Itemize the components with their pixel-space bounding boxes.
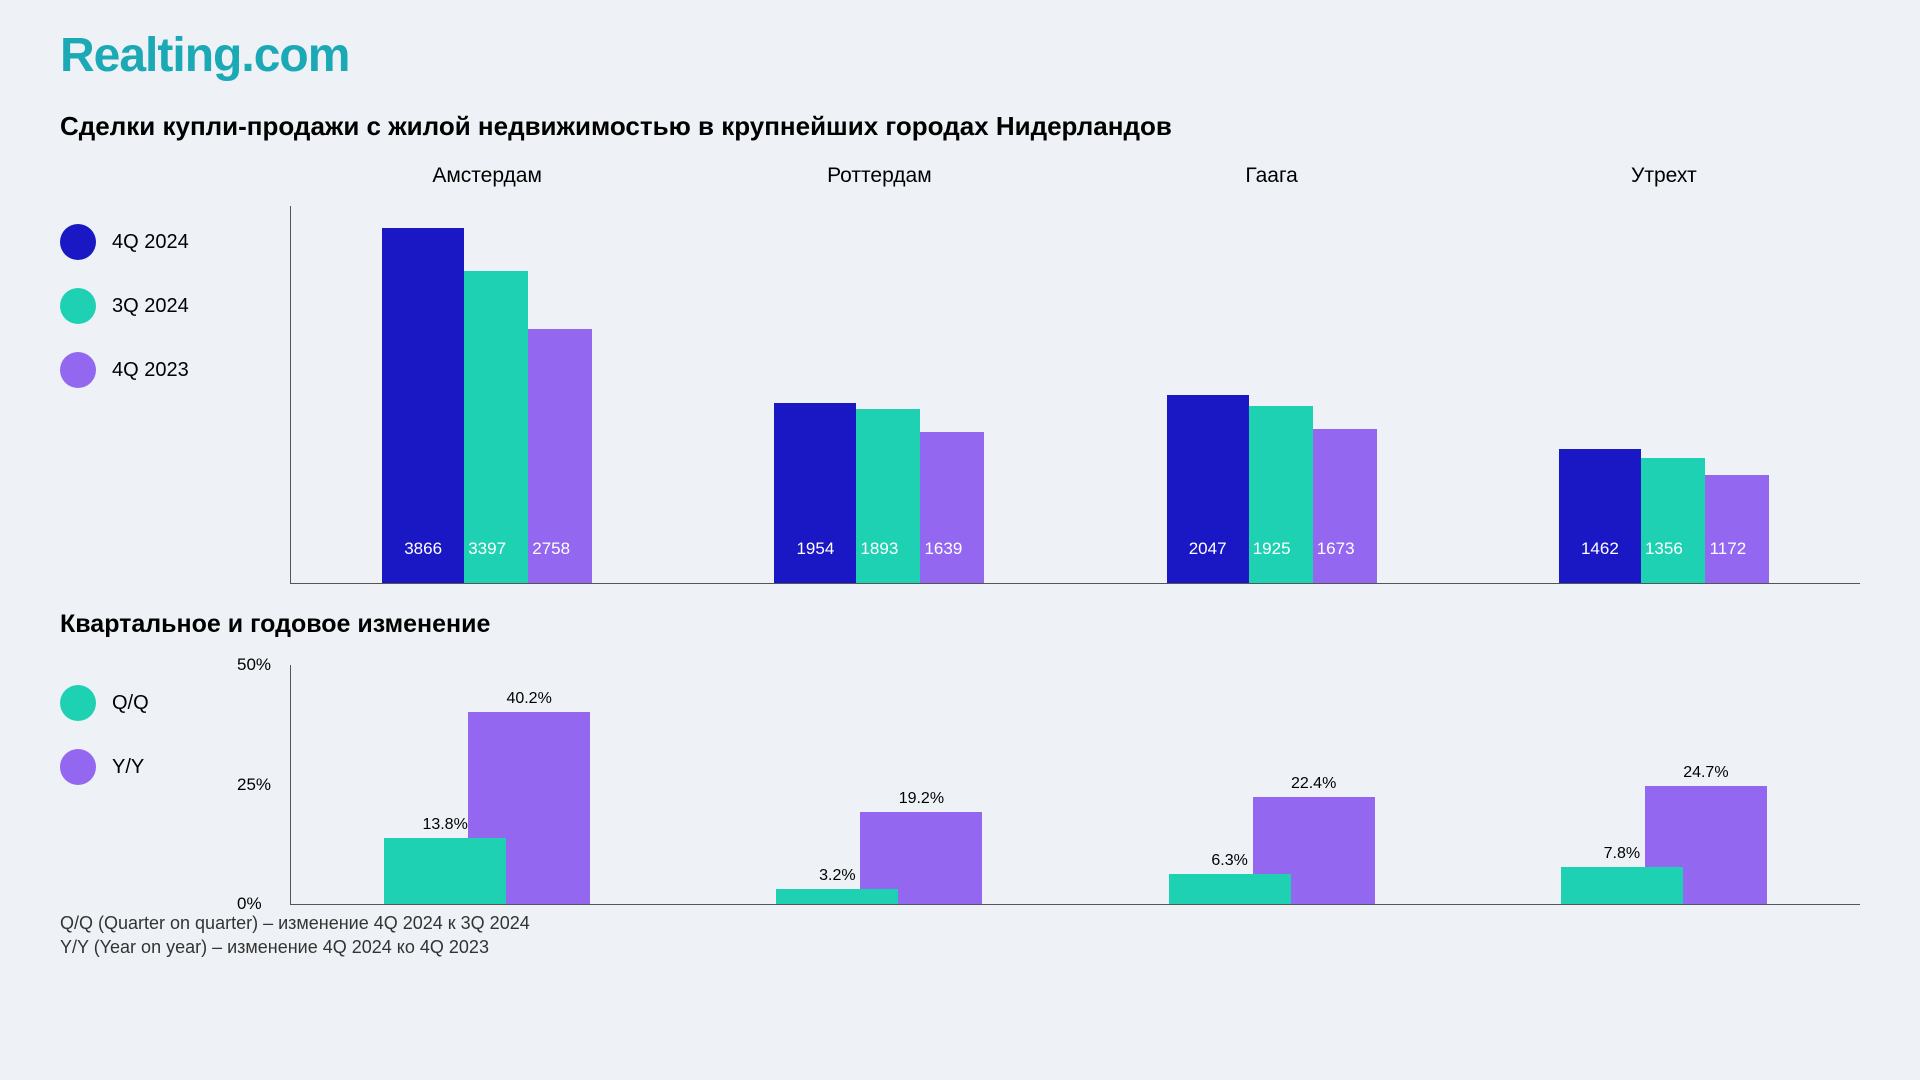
legend-swatch — [60, 288, 96, 324]
bar-value: 22.4% — [1253, 775, 1375, 793]
bar-cluster: 13.8% 40.2% — [291, 665, 683, 904]
chart2-plot: 0%25%50%13.8%40.2%3.2%19.2%6.3%22.4%7.8%… — [290, 665, 1860, 905]
legend-label: 4Q 2023 — [112, 359, 189, 382]
chart1-group: Гаага204719251673 — [1076, 206, 1468, 583]
chart1-plot: Амстердам386633972758Роттердам1954189316… — [290, 206, 1860, 584]
bar-cluster: 7.8% 24.7% — [1468, 665, 1860, 904]
bar-cluster: 3.2% 19.2% — [683, 665, 1075, 904]
bar-value: 1462 — [1559, 539, 1641, 559]
bar: 3866 — [382, 228, 464, 583]
chart1-title: Сделки купли-продажи с жилой недвижимост… — [60, 111, 1860, 142]
legend-item: 4Q 2024 — [60, 224, 290, 260]
group-title: Гаага — [1076, 164, 1468, 188]
page: Realting.com Сделки купли-продажи с жило… — [0, 0, 1920, 970]
bar: 2047 — [1167, 395, 1249, 583]
legend-label: 3Q 2024 — [112, 295, 189, 318]
bar-value: 40.2% — [468, 690, 590, 708]
bar-cluster: 204719251673 — [1076, 206, 1468, 583]
chart1-group: Утрехт146213561172 — [1468, 206, 1860, 583]
footnote-line: Y/Y (Year on year) – изменение 4Q 2024 к… — [60, 935, 1860, 959]
bar-value: 24.7% — [1645, 764, 1767, 782]
chart2-area: 0%25%50%13.8%40.2%3.2%19.2%6.3%22.4%7.8%… — [290, 645, 1860, 905]
bar-value: 3866 — [382, 539, 464, 559]
bar: 1954 — [774, 403, 856, 583]
y-tick: 25% — [237, 775, 271, 795]
legend-swatch — [60, 224, 96, 260]
legend-item: 4Q 2023 — [60, 352, 290, 388]
bar-value: 7.8% — [1561, 845, 1683, 863]
chart2-title: Квартальное и годовое изменение — [60, 610, 1860, 639]
y-tick: 0% — [237, 894, 262, 914]
chart2-group: 6.3% 22.4% — [1076, 665, 1468, 904]
bar-cluster: 146213561172 — [1468, 206, 1860, 583]
chart1-legend: 4Q 2024 3Q 2024 4Q 2023 — [60, 164, 290, 416]
legend-label: Y/Y — [112, 756, 144, 779]
chart2-row: Q/QY/Y 0%25%50%13.8%40.2%3.2%19.2%6.3%22… — [60, 645, 1860, 905]
bar: 3.2% — [776, 889, 898, 904]
footnote-line: Q/Q (Quarter on quarter) – изменение 4Q … — [60, 911, 1860, 935]
group-title: Утрехт — [1468, 164, 1860, 188]
bar: 13.8% — [384, 838, 506, 904]
legend-item: 3Q 2024 — [60, 288, 290, 324]
bar-value: 2047 — [1167, 539, 1249, 559]
chart1-area: Амстердам386633972758Роттердам1954189316… — [290, 164, 1860, 584]
chart2-group: 7.8% 24.7% — [1468, 665, 1860, 904]
chart2-group: 13.8% 40.2% — [291, 665, 683, 904]
bar-cluster: 386633972758 — [291, 206, 683, 583]
footnotes: Q/Q (Quarter on quarter) – изменение 4Q … — [60, 911, 1860, 960]
legend-swatch — [60, 685, 96, 721]
group-title: Амстердам — [291, 164, 683, 188]
chart2-group: 3.2% 19.2% — [683, 665, 1075, 904]
bar: 6.3% — [1169, 874, 1291, 904]
chart1-group: Амстердам386633972758 — [291, 206, 683, 583]
group-title: Роттердам — [683, 164, 1075, 188]
legend-swatch — [60, 749, 96, 785]
bar-value: 13.8% — [384, 816, 506, 834]
chart1-row: 4Q 20243Q 20244Q 2023 Амстердам386633972… — [60, 164, 1860, 584]
bar-value: 6.3% — [1169, 852, 1291, 870]
bar-value: 1954 — [774, 539, 856, 559]
bar-cluster: 195418931639 — [683, 206, 1075, 583]
legend-label: 4Q 2024 — [112, 231, 189, 254]
legend-swatch — [60, 352, 96, 388]
bar: 1462 — [1559, 449, 1641, 583]
bar-cluster: 6.3% 22.4% — [1076, 665, 1468, 904]
chart1-group: Роттердам195418931639 — [683, 206, 1075, 583]
bar-value: 3.2% — [776, 867, 898, 885]
logo: Realting.com — [60, 28, 1860, 83]
y-tick: 50% — [237, 655, 271, 675]
bar: 7.8% — [1561, 867, 1683, 904]
legend-label: Q/Q — [112, 692, 149, 715]
bar-value: 19.2% — [860, 790, 982, 808]
legend-item: Q/Q — [60, 685, 290, 721]
